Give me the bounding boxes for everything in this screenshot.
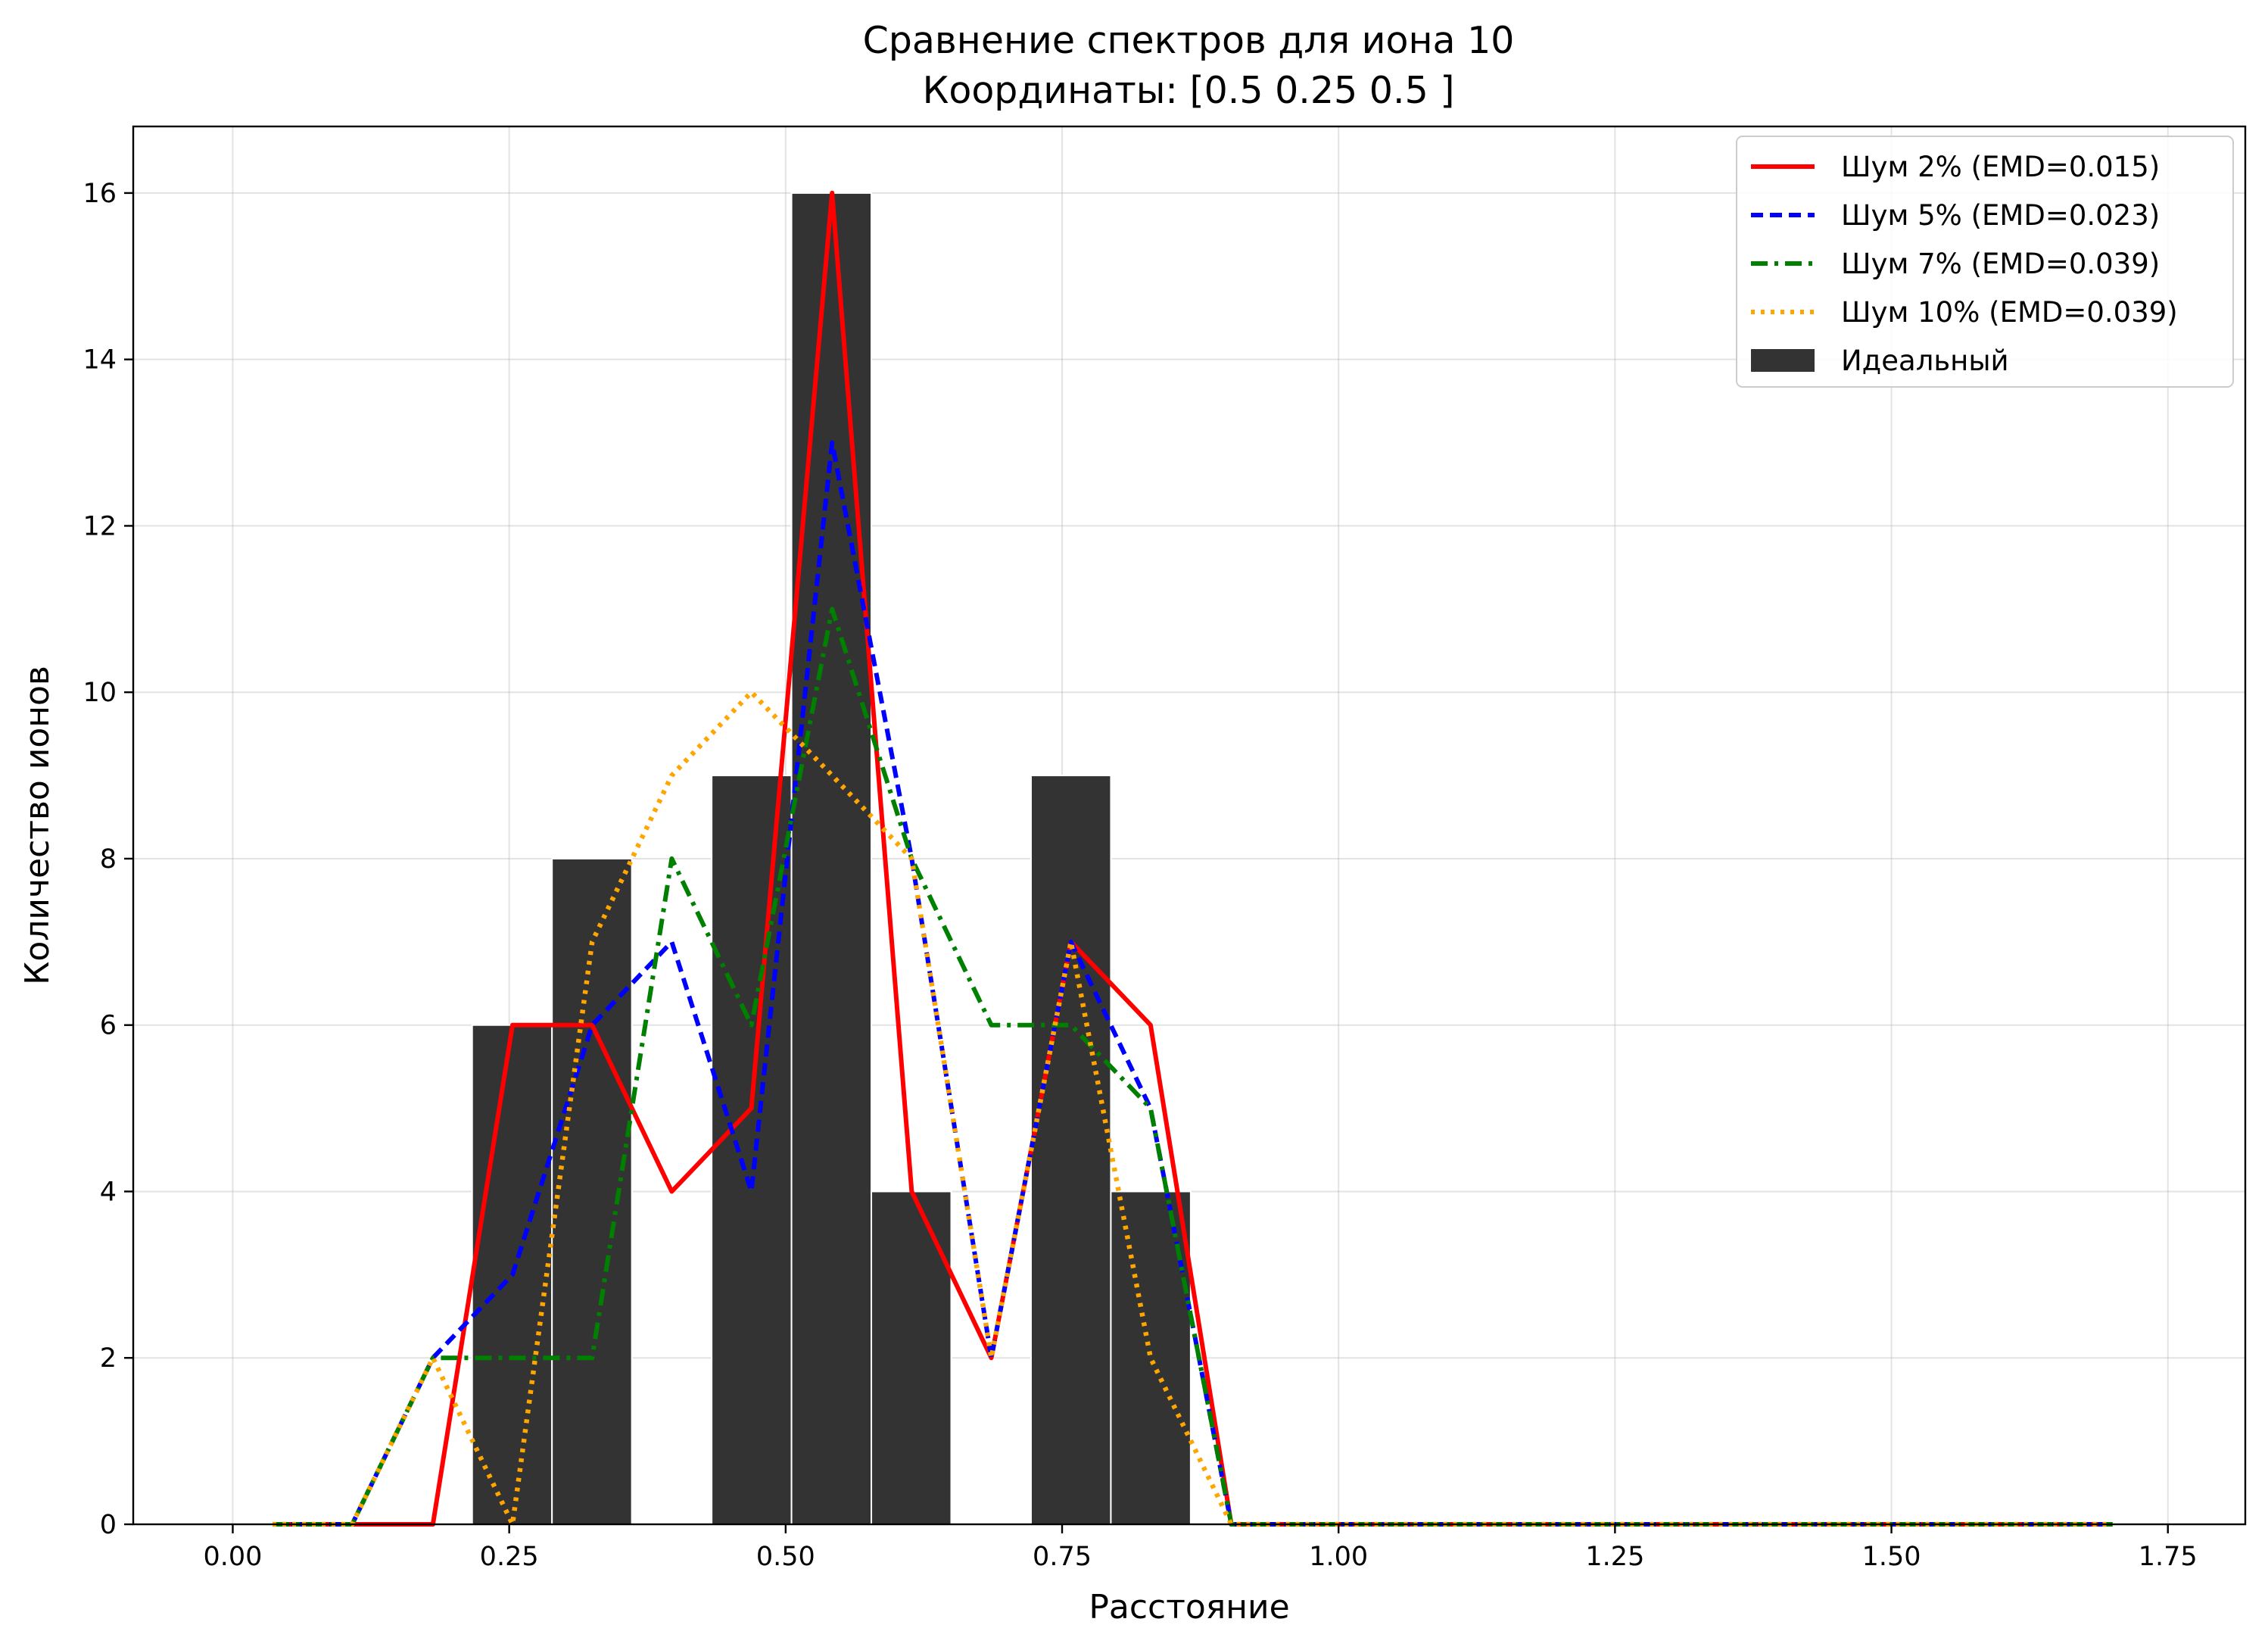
legend-label: Шум 2% (EMD=0.015): [1841, 151, 2160, 183]
bar: [1110, 1190, 1192, 1525]
x-tick-label: 1.00: [1309, 1542, 1368, 1572]
y-tick-label: 4: [100, 1177, 117, 1207]
x-tick-label: 0.25: [480, 1542, 539, 1572]
x-tick-label: 0.75: [1033, 1542, 1092, 1572]
plot-frame: [132, 125, 2247, 1526]
legend-label: Шум 7% (EMD=0.039): [1841, 248, 2160, 280]
bar: [790, 192, 873, 1525]
series-lines: [273, 190, 2113, 1527]
bar: [711, 775, 793, 1525]
y-tick-label: 16: [83, 179, 117, 209]
y-tick-label: 14: [83, 345, 117, 376]
series-line-4: [273, 689, 2113, 1527]
x-tick-label: 1.25: [1585, 1542, 1644, 1572]
x-axis-label: Расстояние: [1089, 1588, 1289, 1627]
series-line-3: [273, 607, 2113, 1527]
bar: [871, 1190, 952, 1525]
legend: Шум 2% (EMD=0.015) Шум 5% (EMD=0.023) Шум …: [1736, 136, 2234, 388]
legend-swatch-bar: [1751, 349, 1815, 372]
y-tick-label: 12: [83, 511, 117, 541]
y-tick-label: 0: [100, 1510, 117, 1540]
x-tick-label: 0.50: [756, 1542, 815, 1572]
chart-title: Сравнение спектров для иона 10: [863, 19, 1515, 62]
chart-subtitle: Координаты: [0.5 0.25 0.5 ]: [923, 69, 1455, 112]
bars: [471, 192, 1192, 1525]
x-tick-label: 0.00: [203, 1542, 262, 1572]
series-line-1: [273, 190, 2113, 1527]
x-tick-label: 1.50: [1862, 1542, 1921, 1572]
x-axis-ticks: 0.00 0.25 0.50 0.75 1.00 1.25 1.50 1.75: [203, 1524, 2198, 1572]
legend-label: Шум 10% (EMD=0.039): [1841, 296, 2178, 329]
y-tick-label: 2: [100, 1343, 117, 1374]
y-tick-label: 6: [100, 1011, 117, 1041]
y-axis-ticks: 0 2 4 6 8 10 12 14 16: [83, 179, 133, 1540]
y-tick-label: 10: [83, 678, 117, 708]
series-line-2: [273, 440, 2113, 1527]
legend-label: Шум 5% (EMD=0.023): [1841, 199, 2160, 232]
legend-box: [1736, 136, 2234, 388]
legend-label: Идеальный: [1841, 345, 2009, 377]
bar: [1030, 775, 1112, 1525]
y-tick-label: 8: [100, 844, 117, 875]
x-tick-label: 1.75: [2139, 1542, 2198, 1572]
y-axis-label: Количество ионов: [18, 666, 57, 985]
